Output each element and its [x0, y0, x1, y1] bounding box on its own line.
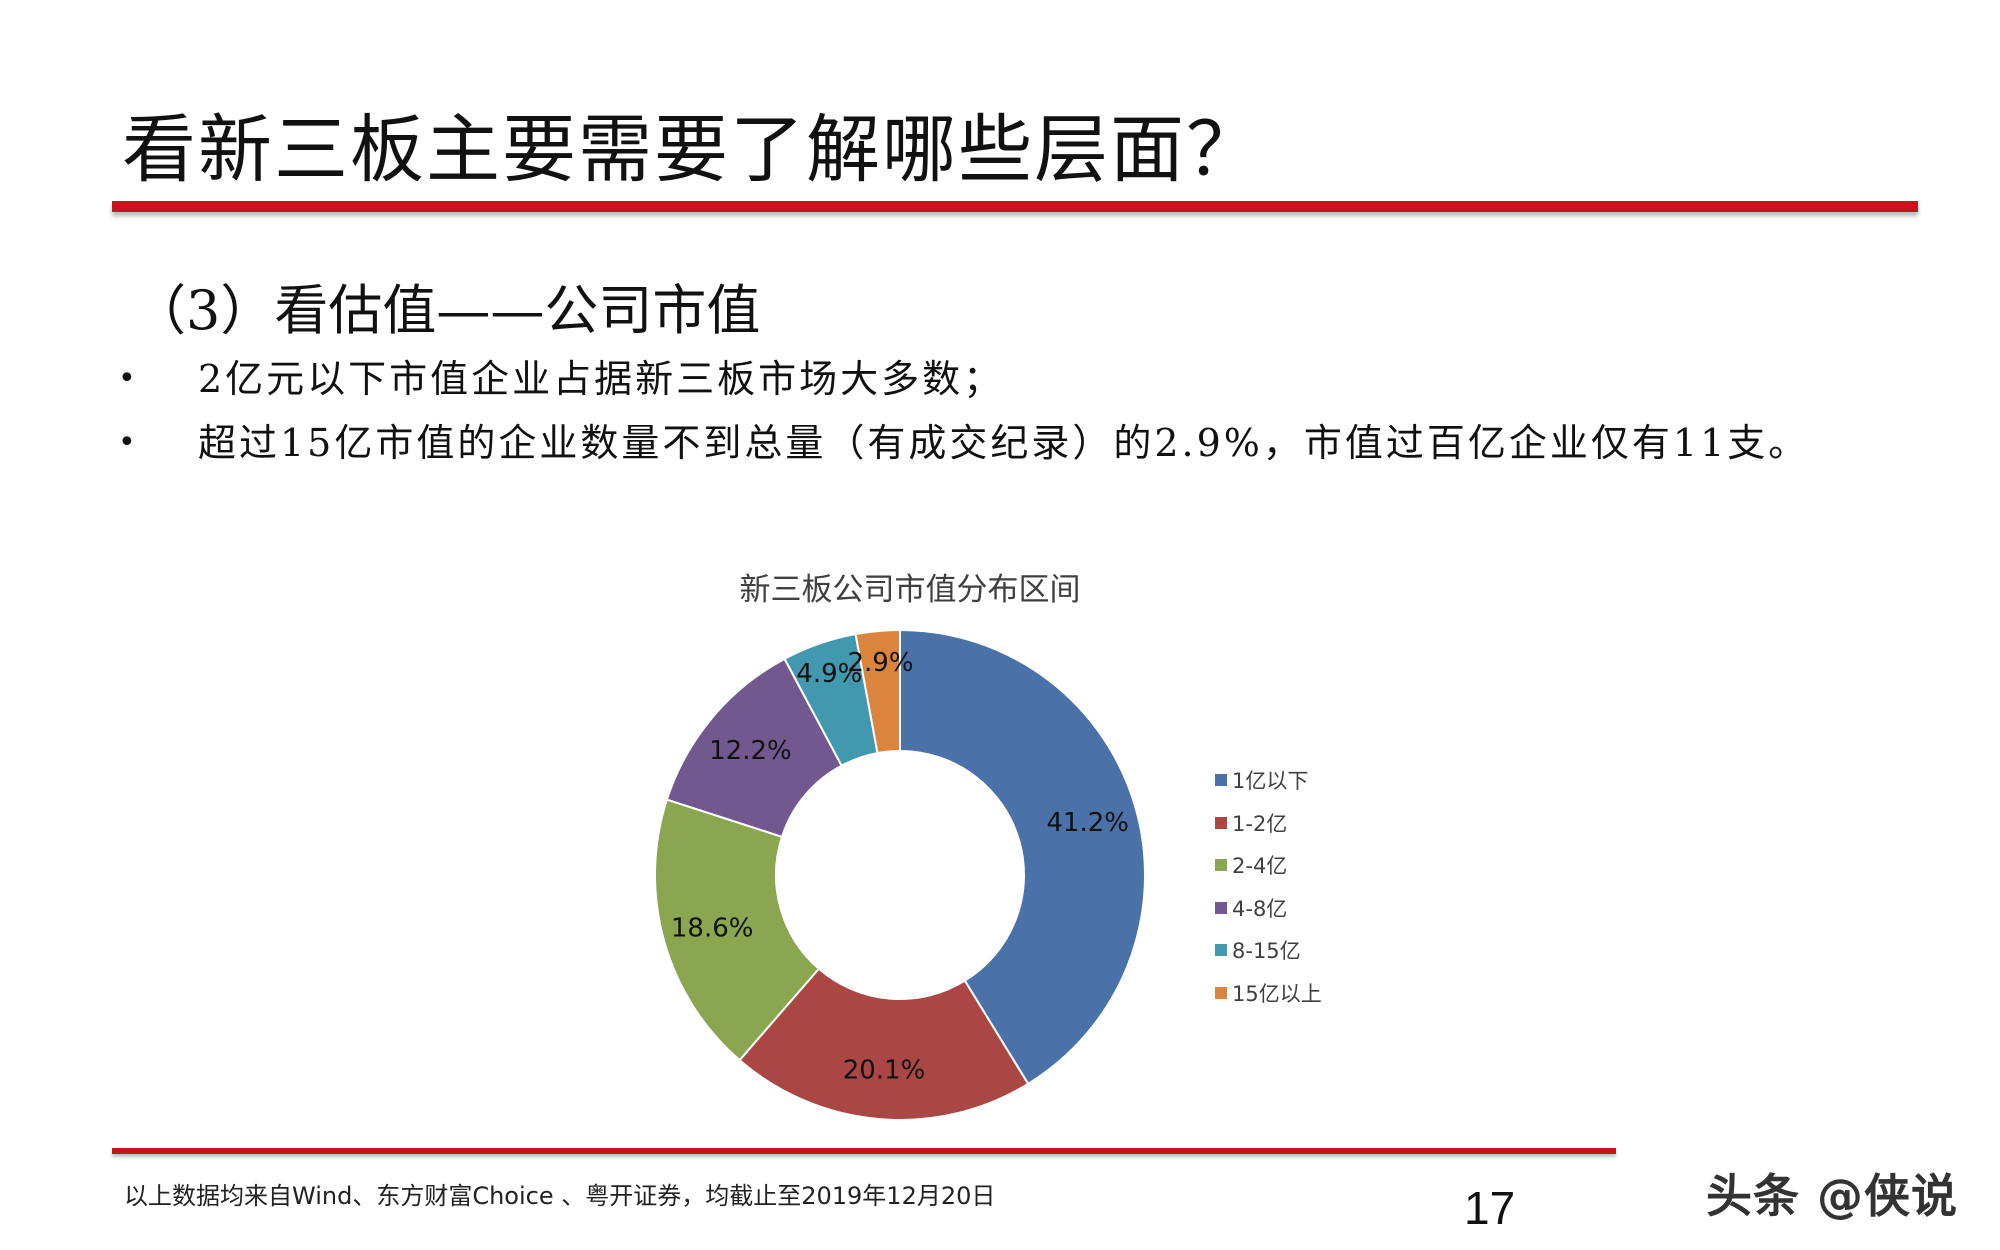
donut-slice-3: [654, 798, 821, 1062]
section-heading: （3）看估值——公司市值: [132, 279, 761, 342]
bullet-dot-icon: •: [118, 425, 136, 460]
legend-label: 4-8亿: [1232, 896, 1288, 921]
legend-swatch: [1215, 944, 1227, 956]
slice-data-label: 4.9%: [796, 659, 862, 689]
donut-chart: 41.2% 20.1% 18.6% 12.2% 4.9%2.9%: [654, 628, 1146, 1121]
legend-item: 15亿以上: [1215, 979, 1322, 1022]
page-number: 17: [1464, 1182, 1516, 1234]
legend-item: 2-4亿: [1215, 851, 1322, 894]
legend-label: 1亿以下: [1232, 769, 1309, 793]
legend-swatch: [1215, 774, 1227, 786]
donut-slice-2: [738, 967, 1030, 1121]
legend-item: 1-2亿: [1215, 809, 1322, 852]
slice-data-label: 20.1%: [843, 1055, 926, 1085]
legend-label: 1-2亿: [1232, 811, 1288, 836]
bullet-dot-icon: •: [118, 361, 136, 396]
donut-slice-1: [899, 628, 1146, 1086]
legend-item: 4-8亿: [1215, 894, 1322, 937]
donut-slice-6: [854, 628, 901, 755]
legend-swatch: [1215, 859, 1227, 871]
chart-title: 新三板公司市值分布区间: [739, 572, 1081, 608]
legend-label: 2-4亿: [1232, 854, 1288, 878]
slice-data-label: 12.2%: [709, 736, 792, 766]
footer-rule: [112, 1148, 1616, 1154]
legend-label: 8-15亿: [1232, 939, 1301, 963]
slice-data-label: 2.9%: [847, 648, 913, 678]
legend-item: 8-15亿: [1215, 936, 1322, 979]
chart-legend: 1亿以下 1-2亿 2-4亿 4-8亿 8-15亿 15亿以上: [1215, 766, 1322, 1021]
legend-swatch: [1215, 816, 1227, 829]
legend-swatch: [1215, 901, 1227, 914]
bullet-text: 超过15亿市值的企业数量不到总量（有成交纪录）的2.9%，市值过百亿企业仅有11…: [198, 421, 1810, 465]
legend-item: 1亿以下: [1215, 766, 1322, 809]
slide-title: 看新三板主要需要了解哪些层面？: [122, 107, 1262, 193]
title-underline: [112, 201, 1918, 212]
legend-swatch: [1215, 986, 1227, 999]
slice-data-label: 18.6%: [671, 913, 754, 943]
slice-data-label: 41.2%: [1046, 808, 1129, 838]
bullet-text: 2亿元以下市值企业占据新三板市场大多数；: [198, 357, 1005, 401]
legend-label: 15亿以上: [1232, 981, 1322, 1006]
source-footnote: 以上数据均来自Wind、东方财富Choice 、粤开证券，均截止至2019年12…: [124, 1182, 996, 1210]
watermark-logo: 头条 @侠说: [1706, 1169, 1959, 1223]
